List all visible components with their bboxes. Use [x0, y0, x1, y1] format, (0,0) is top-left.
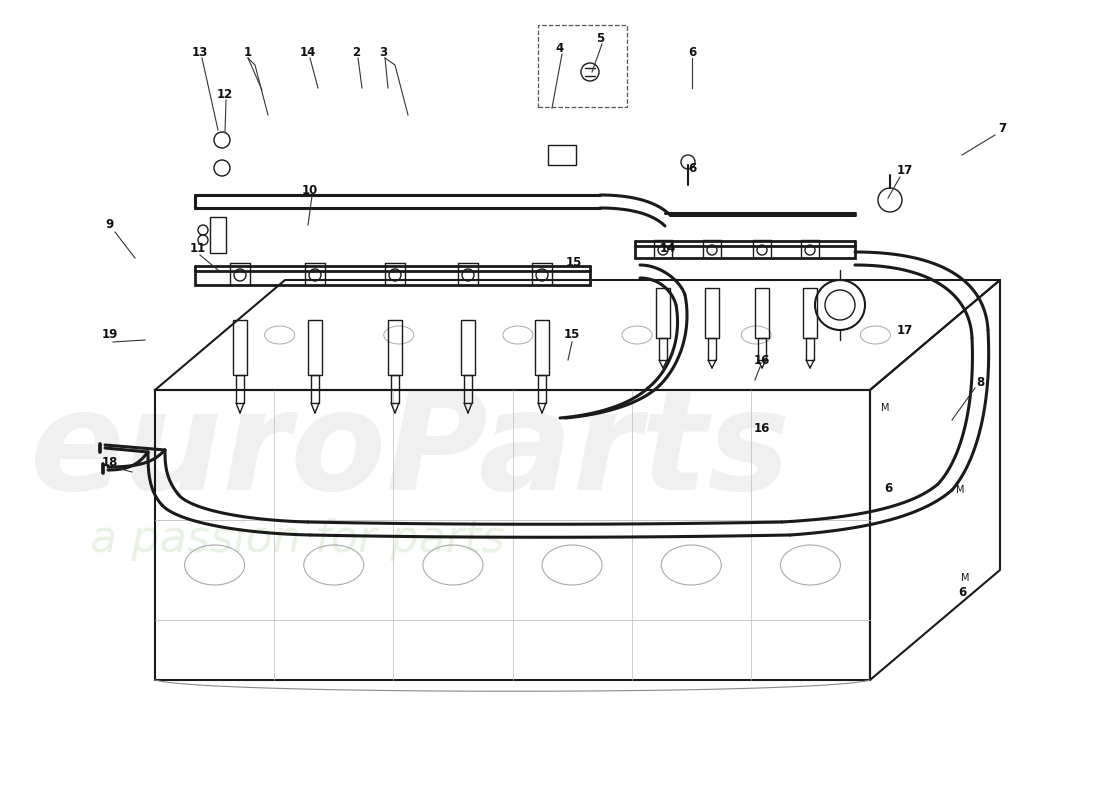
- Text: 6: 6: [884, 482, 892, 494]
- Text: M: M: [960, 573, 969, 583]
- Text: 14: 14: [300, 46, 316, 58]
- Bar: [803, 288, 817, 338]
- Text: 1: 1: [244, 46, 252, 58]
- Text: 15: 15: [565, 255, 582, 269]
- Bar: [538, 375, 546, 403]
- Text: 7: 7: [998, 122, 1006, 134]
- Bar: [755, 288, 769, 338]
- Text: 9: 9: [106, 218, 114, 231]
- Bar: [233, 320, 248, 375]
- Bar: [659, 338, 667, 360]
- Text: 16: 16: [754, 354, 770, 366]
- Bar: [388, 320, 401, 375]
- Bar: [758, 338, 766, 360]
- Text: euroParts: euroParts: [30, 384, 791, 519]
- Text: 8: 8: [976, 375, 984, 389]
- Text: 5: 5: [596, 31, 604, 45]
- Text: 16: 16: [754, 422, 770, 434]
- Text: 18: 18: [102, 455, 118, 469]
- Bar: [210, 217, 225, 253]
- Text: 17: 17: [896, 163, 913, 177]
- Bar: [548, 145, 576, 165]
- Text: 6: 6: [688, 162, 696, 174]
- Bar: [464, 375, 472, 403]
- Bar: [308, 320, 322, 375]
- Text: 13: 13: [191, 46, 208, 58]
- Text: 17: 17: [896, 323, 913, 337]
- Text: 15: 15: [564, 329, 580, 342]
- Text: M: M: [956, 485, 965, 495]
- Bar: [705, 288, 719, 338]
- Bar: [535, 320, 549, 375]
- Bar: [461, 320, 475, 375]
- Text: M: M: [881, 403, 889, 413]
- Text: 12: 12: [217, 89, 233, 102]
- Text: 6: 6: [958, 586, 966, 598]
- Bar: [635, 246, 855, 258]
- Bar: [236, 375, 244, 403]
- Text: 10: 10: [301, 183, 318, 197]
- Text: 6: 6: [688, 46, 696, 58]
- Text: 19: 19: [102, 329, 118, 342]
- Bar: [806, 338, 814, 360]
- Text: 2: 2: [352, 46, 360, 58]
- Text: 4: 4: [556, 42, 564, 54]
- Text: 3: 3: [378, 46, 387, 58]
- Bar: [390, 375, 399, 403]
- Text: 14: 14: [660, 242, 676, 254]
- Bar: [195, 271, 590, 285]
- Bar: [656, 288, 670, 338]
- Text: a passion for parts: a passion for parts: [90, 518, 505, 561]
- Bar: [311, 375, 319, 403]
- Bar: [708, 338, 716, 360]
- Text: 11: 11: [190, 242, 206, 254]
